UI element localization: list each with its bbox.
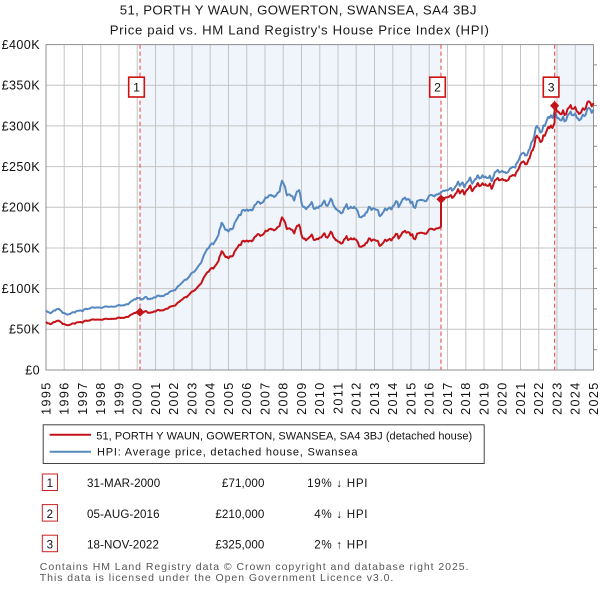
svg-text:2004: 2004	[204, 381, 218, 415]
svg-text:2021: 2021	[514, 381, 528, 415]
svg-text:£0: £0	[25, 363, 40, 377]
svg-text:£300K: £300K	[2, 119, 41, 133]
svg-text:2015: 2015	[404, 381, 418, 415]
svg-text:£150K: £150K	[2, 241, 41, 255]
svg-text:2012: 2012	[350, 381, 364, 415]
svg-text:18-NOV-2022: 18-NOV-2022	[87, 538, 159, 551]
svg-text:1: 1	[47, 477, 53, 490]
svg-text:2024: 2024	[569, 381, 583, 415]
svg-text:£200K: £200K	[2, 201, 41, 215]
svg-text:2002: 2002	[167, 381, 181, 415]
svg-text:£71,000: £71,000	[222, 477, 265, 490]
svg-text:2014: 2014	[386, 381, 400, 415]
svg-text:£325,000: £325,000	[215, 538, 264, 551]
svg-text:This data is licensed under th: This data is licensed under the Open Gov…	[40, 572, 394, 584]
svg-text:2013: 2013	[368, 381, 382, 415]
svg-text:1997: 1997	[76, 381, 90, 415]
svg-text:2: 2	[47, 508, 53, 521]
svg-text:HPI: Average price, detached h: HPI: Average price, detached house, Swan…	[97, 446, 358, 458]
svg-text:2000: 2000	[131, 381, 145, 415]
svg-text:Contains HM Land Registry data: Contains HM Land Registry data © Crown c…	[40, 561, 470, 573]
svg-text:2025: 2025	[587, 381, 600, 415]
svg-text:1999: 1999	[112, 381, 126, 415]
svg-text:2022: 2022	[532, 381, 546, 415]
svg-text:2005: 2005	[222, 381, 236, 415]
svg-text:2020: 2020	[496, 381, 510, 415]
svg-text:2% ↑ HPI: 2% ↑ HPI	[314, 538, 368, 551]
svg-text:2023: 2023	[550, 381, 564, 415]
svg-text:£50K: £50K	[9, 323, 40, 337]
svg-text:1998: 1998	[94, 381, 108, 415]
svg-text:2007: 2007	[258, 381, 272, 415]
svg-text:31-MAR-2000: 31-MAR-2000	[87, 477, 160, 490]
svg-text:Price paid vs. HM Land Registr: Price paid vs. HM Land Registry's House …	[110, 23, 490, 38]
svg-text:3: 3	[548, 80, 555, 94]
svg-text:4% ↓ HPI: 4% ↓ HPI	[314, 508, 368, 521]
svg-text:2003: 2003	[185, 381, 199, 415]
svg-text:£100K: £100K	[2, 282, 41, 296]
svg-text:2006: 2006	[240, 381, 254, 415]
svg-text:£210,000: £210,000	[215, 508, 264, 521]
svg-text:2009: 2009	[295, 381, 309, 415]
svg-text:51, PORTH Y WAUN, GOWERTON, SW: 51, PORTH Y WAUN, GOWERTON, SWANSEA, SA4…	[120, 3, 477, 18]
svg-text:2011: 2011	[331, 381, 345, 414]
svg-text:2017: 2017	[441, 381, 455, 415]
svg-text:2010: 2010	[313, 381, 327, 415]
svg-text:2001: 2001	[149, 381, 163, 415]
svg-text:1: 1	[133, 80, 140, 94]
svg-text:2: 2	[434, 80, 441, 94]
svg-text:2019: 2019	[477, 381, 491, 415]
svg-text:19% ↓ HPI: 19% ↓ HPI	[307, 477, 368, 490]
svg-text:2016: 2016	[423, 381, 437, 415]
svg-text:2018: 2018	[459, 381, 473, 415]
svg-text:1995: 1995	[39, 381, 53, 415]
svg-text:£400K: £400K	[2, 38, 41, 52]
svg-text:51, PORTH Y WAUN, GOWERTON, SW: 51, PORTH Y WAUN, GOWERTON, SWANSEA, SA4…	[96, 431, 472, 443]
svg-text:3: 3	[47, 538, 53, 551]
svg-text:£350K: £350K	[2, 79, 41, 93]
svg-text:2008: 2008	[277, 381, 291, 415]
svg-text:£250K: £250K	[2, 160, 41, 174]
svg-text:1996: 1996	[58, 381, 72, 415]
svg-text:05-AUG-2016: 05-AUG-2016	[87, 508, 160, 521]
